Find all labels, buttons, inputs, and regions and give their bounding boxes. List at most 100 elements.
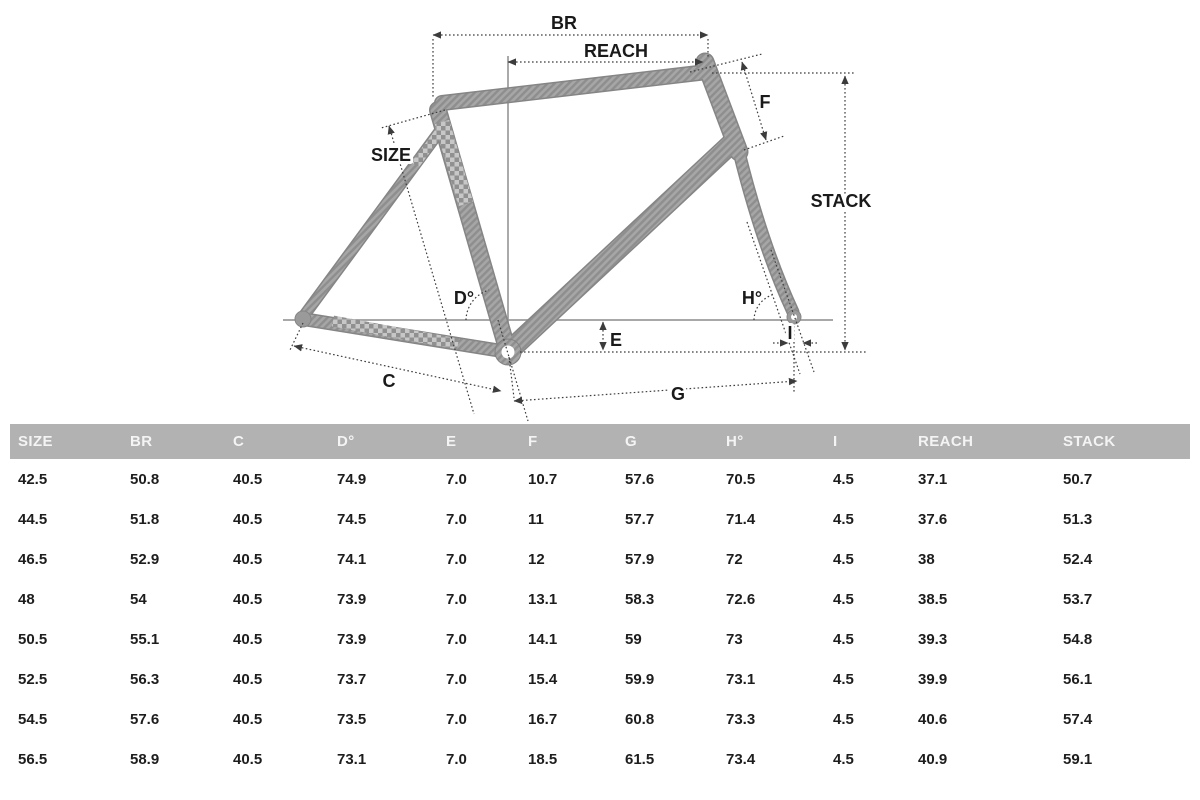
cell: 40.9 — [918, 750, 948, 768]
cell: 59.1 — [1063, 750, 1093, 768]
cell: 7.0 — [446, 630, 467, 648]
cell: 37.6 — [918, 510, 948, 528]
cell: 73 — [726, 630, 743, 648]
cell: 57.6 — [130, 710, 160, 728]
cell: 40.5 — [233, 750, 263, 768]
column-header-reach: REACH — [910, 424, 1055, 459]
cell: 57.9 — [625, 550, 655, 568]
cell: 51.8 — [130, 510, 160, 528]
rear-dropout — [294, 310, 312, 328]
cell: 61.5 — [625, 750, 655, 768]
cell: 37.1 — [918, 470, 948, 488]
cell: 38 — [918, 550, 935, 568]
column-header-stack: STACK — [1055, 424, 1190, 459]
cell: 51.3 — [1063, 510, 1093, 528]
table-row: 52.5 56.3 40.5 73.7 7.0 15.4 59.9 73.1 4… — [10, 659, 1190, 699]
cell: 50.7 — [1063, 470, 1093, 488]
cell: 15.4 — [528, 670, 558, 688]
table-row: 56.5 58.9 40.5 73.1 7.0 18.5 61.5 73.4 4… — [10, 739, 1190, 779]
cell: 73.1 — [337, 750, 367, 768]
cell: 59.9 — [625, 670, 655, 688]
cell: 72.6 — [726, 590, 756, 608]
dim-label-size: SIZE — [371, 145, 411, 165]
cell: 14.1 — [528, 630, 558, 648]
table-row: 44.5 51.8 40.5 74.5 7.0 11 57.7 71.4 4.5… — [10, 499, 1190, 539]
cell: 73.3 — [726, 710, 756, 728]
cell: 57.6 — [625, 470, 655, 488]
cell: 73.4 — [726, 750, 756, 768]
cell: 11 — [528, 510, 544, 528]
cell: 54.5 — [18, 710, 48, 728]
cell: 39.9 — [918, 670, 948, 688]
dim-label-stack: STACK — [811, 191, 872, 211]
cell: 71.4 — [726, 510, 756, 528]
column-header-i: I — [825, 424, 910, 459]
bike-frame — [294, 52, 802, 366]
cell: 39.3 — [918, 630, 948, 648]
cell: 52.9 — [130, 550, 160, 568]
cell: 54.8 — [1063, 630, 1093, 648]
column-header-c: C — [225, 424, 329, 459]
table-header-row: SIZE BR C D° E F G H° I REACH STACK — [10, 424, 1190, 459]
cell: 54 — [130, 590, 147, 608]
table-row: 48 54 40.5 73.9 7.0 13.1 58.3 72.6 4.5 3… — [10, 579, 1190, 619]
cell: 60.8 — [625, 710, 655, 728]
cell: 40.5 — [233, 550, 263, 568]
cell: 72 — [726, 550, 743, 568]
cell: 40.5 — [233, 670, 263, 688]
column-header-h-angle: H° — [718, 424, 825, 459]
cell: 7.0 — [446, 710, 467, 728]
cell: 56.1 — [1063, 670, 1093, 688]
cell: 53.7 — [1063, 590, 1093, 608]
cell: 7.0 — [446, 470, 467, 488]
cell: 50.5 — [18, 630, 48, 648]
cell: 16.7 — [528, 710, 558, 728]
cell: 4.5 — [833, 630, 854, 648]
geometry-table: SIZE BR C D° E F G H° I REACH STACK 42.5… — [10, 424, 1190, 779]
cell: 40.5 — [233, 470, 263, 488]
cell: 7.0 — [446, 550, 467, 568]
cell: 55.1 — [130, 630, 160, 648]
cell: 7.0 — [446, 510, 467, 528]
cell: 52.4 — [1063, 550, 1093, 568]
dim-label-reach: REACH — [584, 41, 648, 61]
cell: 73.1 — [726, 670, 756, 688]
cell: 73.5 — [337, 710, 367, 728]
column-header-e: E — [438, 424, 520, 459]
cell: 73.9 — [337, 630, 367, 648]
cell: 7.0 — [446, 590, 467, 608]
cell: 74.5 — [337, 510, 367, 528]
dim-label-g: G — [671, 384, 685, 404]
cell: 40.6 — [918, 710, 948, 728]
cell: 73.9 — [337, 590, 367, 608]
cell: 13.1 — [528, 590, 558, 608]
cell: 4.5 — [833, 510, 854, 528]
cell: 10.7 — [528, 470, 558, 488]
dim-label-h-angle: H° — [742, 288, 762, 308]
table-row: 42.5 50.8 40.5 74.9 7.0 10.7 57.6 70.5 4… — [10, 459, 1190, 499]
frame-diagram-svg: BR REACH SIZE STACK F D° E G H° I C — [283, 13, 872, 422]
cell: 57.4 — [1063, 710, 1093, 728]
dim-label-c: C — [383, 371, 396, 391]
cell: 48 — [18, 590, 35, 608]
dim-label-br: BR — [551, 13, 577, 33]
table-row: 54.5 57.6 40.5 73.5 7.0 16.7 60.8 73.3 4… — [10, 699, 1190, 739]
cell: 40.5 — [233, 510, 263, 528]
cell: 7.0 — [446, 670, 467, 688]
cell: 42.5 — [18, 470, 48, 488]
cell: 4.5 — [833, 590, 854, 608]
dim-label-i: I — [787, 323, 792, 343]
reference-lines — [283, 56, 833, 352]
cell: 74.9 — [337, 470, 367, 488]
cell: 56.5 — [18, 750, 48, 768]
down-tube — [499, 133, 742, 361]
cell: 4.5 — [833, 750, 854, 768]
cell: 59 — [625, 630, 642, 648]
cell: 58.9 — [130, 750, 160, 768]
cell: 4.5 — [833, 550, 854, 568]
column-header-g: G — [617, 424, 718, 459]
column-header-size: SIZE — [10, 424, 122, 459]
cell: 12 — [528, 550, 545, 568]
cell: 73.7 — [337, 670, 367, 688]
